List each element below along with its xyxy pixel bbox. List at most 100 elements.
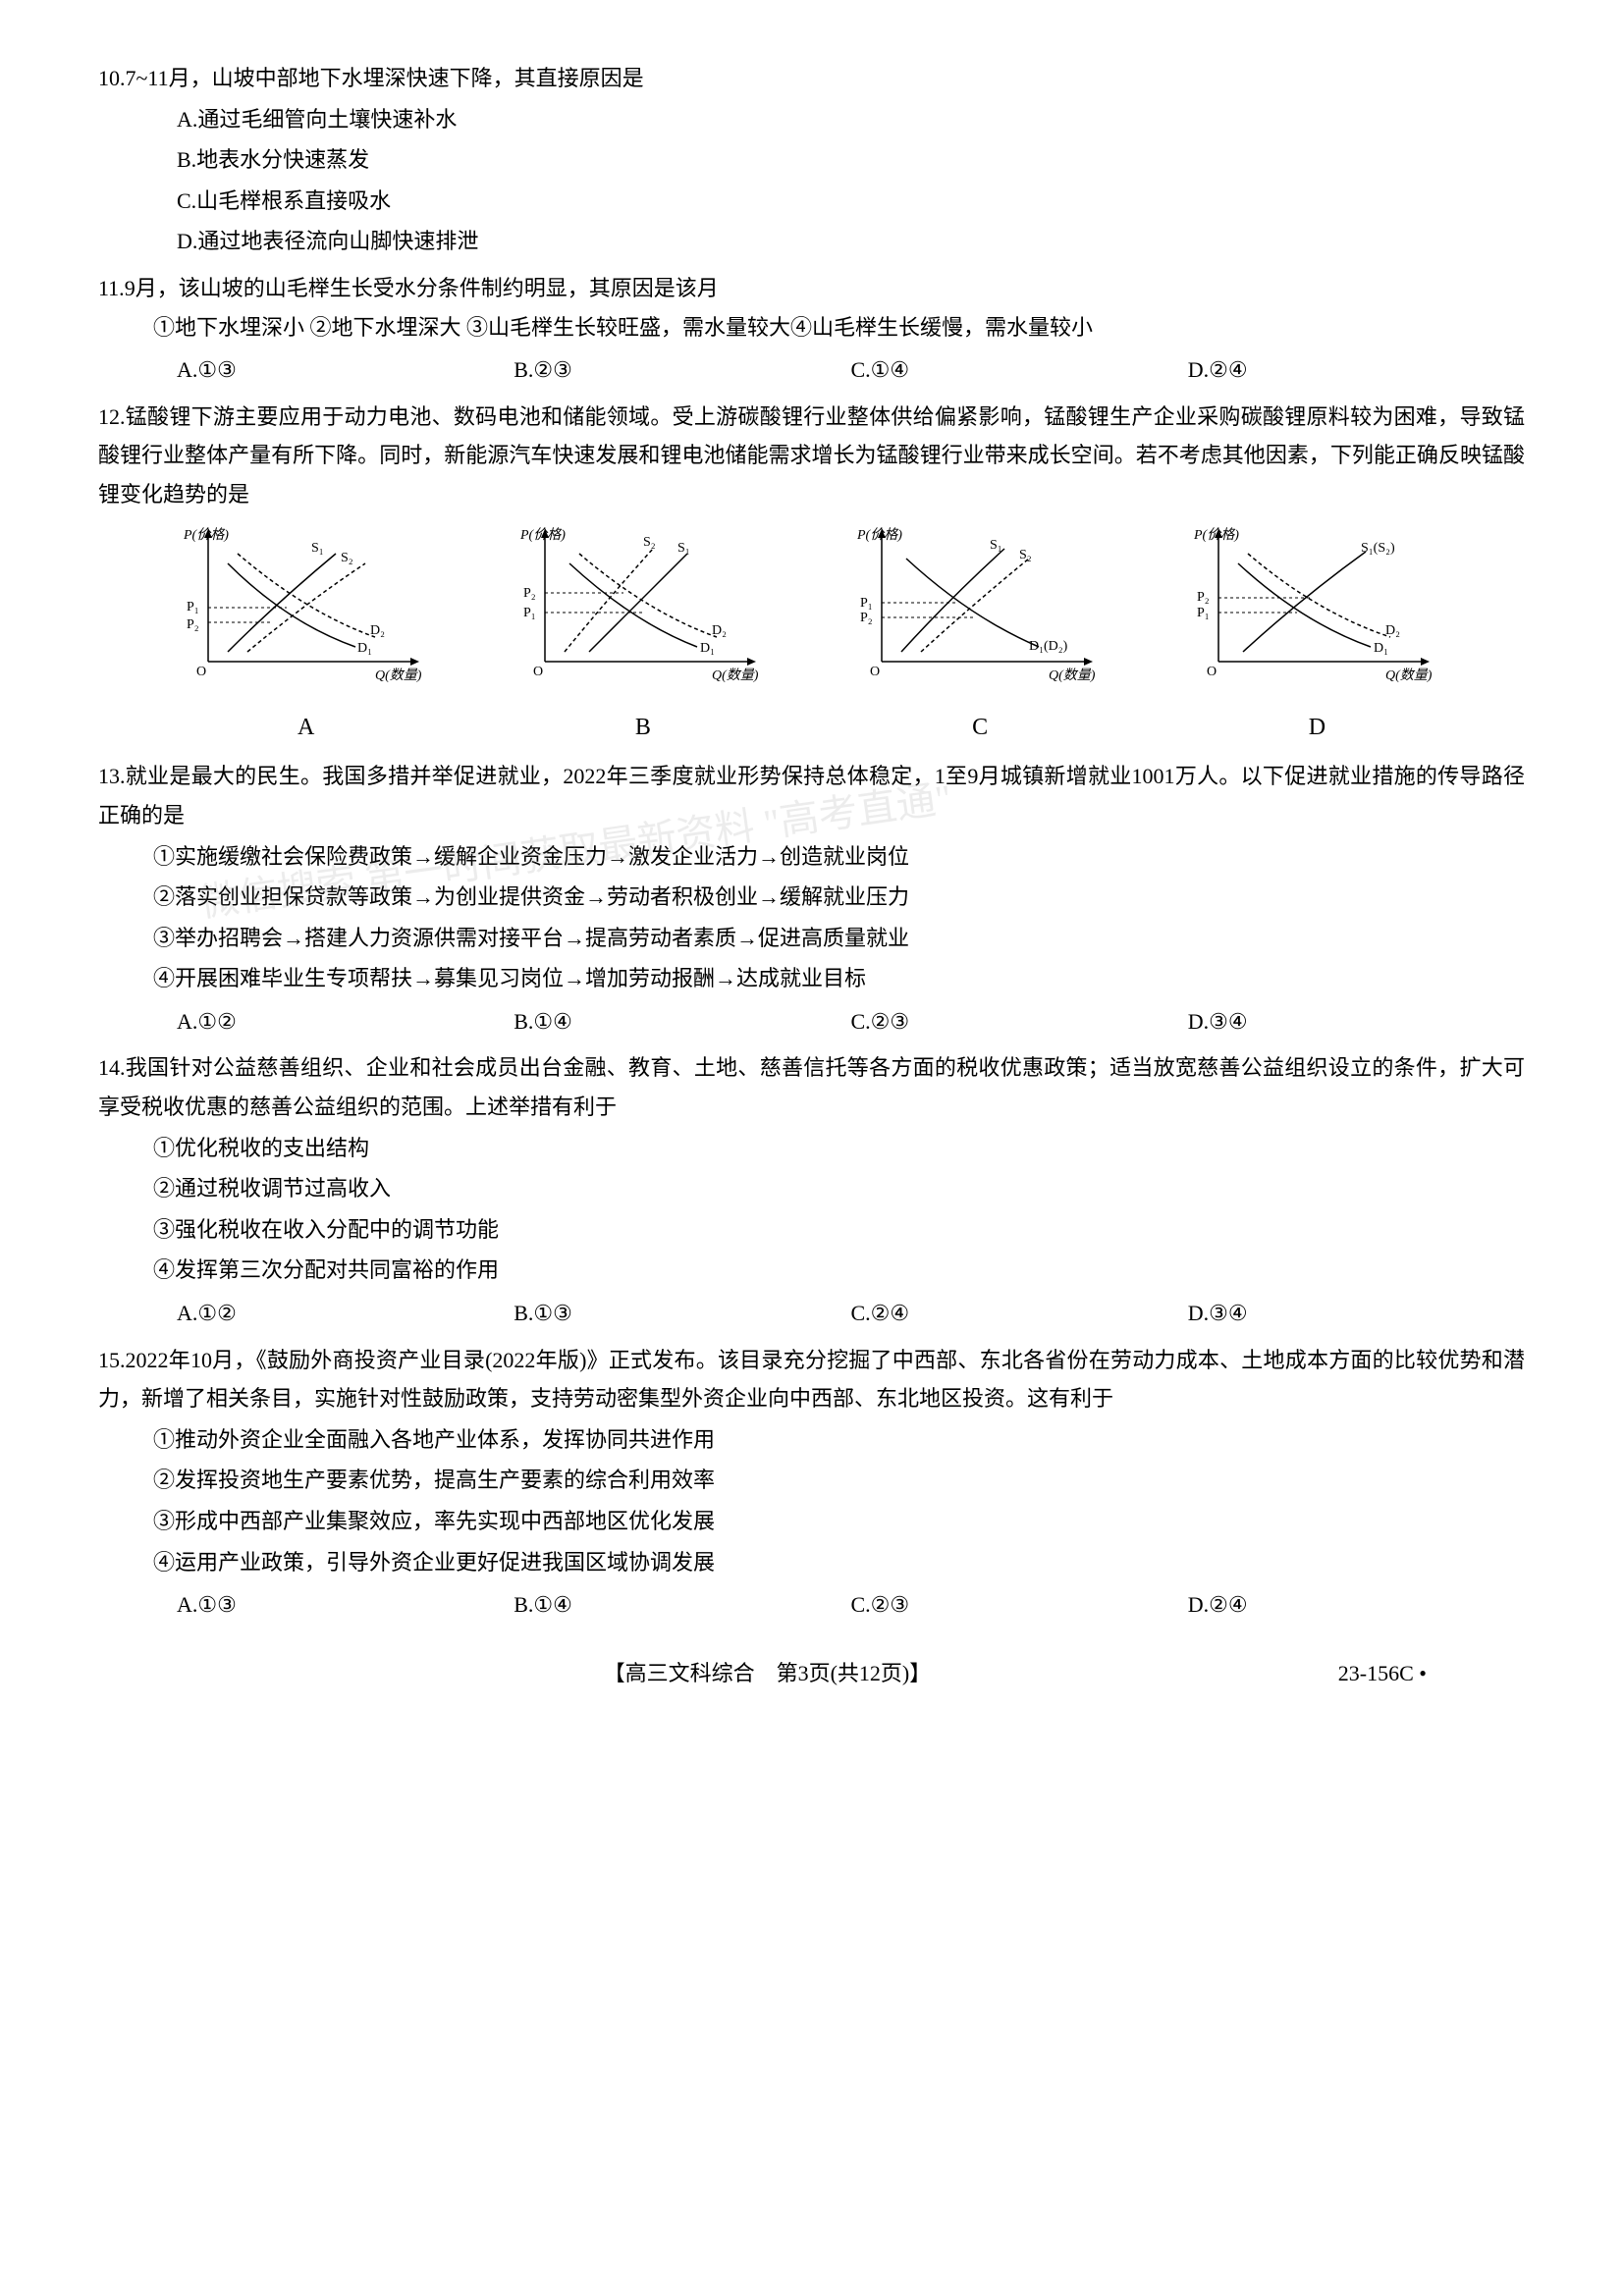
chart-c-ylabel: P(价格) (856, 527, 902, 543)
q13-sub-4: ④开展困难毕业生专项帮扶→募集见习岗位→增加劳动报酬→达成就业目标 (153, 959, 1525, 998)
q14-sub-2: ②通过税收调节过高收入 (153, 1169, 1525, 1208)
q15-stem: 15.2022年10月，《鼓励外商投资产业目录(2022年版)》正式发布。该目录… (98, 1341, 1525, 1418)
q10-option-b: B.地表水分快速蒸发 (177, 140, 1525, 180)
q12-charts: P(价格) Q(数量) O S₁ S₂ D₁ D₂ P₁ P₂ (98, 524, 1525, 750)
chart-a-p1: P₁ (187, 600, 199, 614)
chart-c: P(价格) Q(数量) O S₁ S₂ D₁(D₂) P₁ P₂ C (833, 524, 1127, 750)
q14-option-b: B.①③ (514, 1294, 850, 1333)
chart-d-label: D (1169, 707, 1464, 749)
q15-text: 2022年10月，《鼓励外商投资产业目录(2022年版)》正式发布。该目录充分挖… (98, 1348, 1525, 1412)
q11-number: 11. (98, 276, 125, 300)
q11-option-a: A.①③ (177, 350, 514, 390)
q14-text: 我国针对公益慈善组织、企业和社会成员出台金融、教育、土地、慈善信托等各方面的税收… (98, 1055, 1525, 1119)
footer-right: 23-156C • (1338, 1654, 1427, 1693)
chart-d-d1: D₁ (1374, 641, 1388, 656)
q14-sub-1: ①优化税收的支出结构 (153, 1129, 1525, 1168)
chart-a-xlabel: Q(数量) (375, 667, 422, 683)
chart-b-d2: D₂ (712, 623, 727, 638)
question-11: 11.9月，该山坡的山毛榉生长受水分条件制约明显，其原因是该月 ①地下水埋深小 … (98, 269, 1525, 390)
chart-b-p2: P₂ (523, 586, 536, 601)
chart-b-s2: S₂ (643, 535, 656, 550)
q14-number: 14. (98, 1055, 126, 1080)
q11-text: 9月，该山坡的山毛榉生长受水分条件制约明显，其原因是该月 (125, 276, 719, 300)
q10-option-a: A.通过毛细管向土壤快速补水 (177, 100, 1525, 139)
chart-b-ylabel: P(价格) (519, 527, 566, 543)
q10-stem: 10.7~11月，山坡中部地下水埋深快速下降，其直接原因是 (98, 59, 1525, 98)
chart-c-d1d2: D₁(D₂) (1029, 639, 1068, 654)
question-14: 14.我国针对公益慈善组织、企业和社会成员出台金融、教育、土地、慈善信托等各方面… (98, 1048, 1525, 1332)
q12-number: 12. (98, 404, 126, 429)
q14-option-d: D.③④ (1188, 1294, 1525, 1333)
q12-stem: 12.锰酸锂下游主要应用于动力电池、数码电池和储能领域。受上游碳酸锂行业整体供给… (98, 398, 1525, 514)
q11-option-d: D.②④ (1188, 350, 1525, 390)
q11-stem: 11.9月，该山坡的山毛榉生长受水分条件制约明显，其原因是该月 (98, 269, 1525, 308)
q14-stem: 14.我国针对公益慈善组织、企业和社会成员出台金融、教育、土地、慈善信托等各方面… (98, 1048, 1525, 1126)
chart-d-origin: O (1207, 665, 1217, 679)
q15-sub-3: ③形成中西部产业集聚效应，率先实现中西部地区优化发展 (153, 1502, 1525, 1541)
q11-option-b: B.②③ (514, 350, 850, 390)
chart-c-svg: P(价格) Q(数量) O S₁ S₂ D₁(D₂) P₁ P₂ (852, 524, 1108, 691)
q10-option-c: C.山毛榉根系直接吸水 (177, 182, 1525, 221)
chart-a-s1: S₁ (311, 541, 324, 556)
chart-d: P(价格) Q(数量) O S₁(S₂) D₁ D₂ P₂ P₁ D (1169, 524, 1464, 750)
question-10: 10.7~11月，山坡中部地下水埋深快速下降，其直接原因是 A.通过毛细管向土壤… (98, 59, 1525, 261)
chart-c-xlabel: Q(数量) (1049, 667, 1096, 683)
question-12: 12.锰酸锂下游主要应用于动力电池、数码电池和储能领域。受上游碳酸锂行业整体供给… (98, 398, 1525, 750)
chart-c-origin: O (870, 665, 880, 679)
q11-subline: ①地下水埋深小 ②地下水埋深大 ③山毛榉生长较旺盛，需水量较大④山毛榉生长缓慢，… (98, 308, 1525, 347)
chart-b-s1: S₁ (677, 541, 690, 556)
chart-d-svg: P(价格) Q(数量) O S₁(S₂) D₁ D₂ P₂ P₁ (1189, 524, 1444, 691)
q13-text: 就业是最大的民生。我国多措并举促进就业，2022年三季度就业形势保持总体稳定，1… (98, 764, 1525, 828)
q14-option-a: A.①② (177, 1294, 514, 1333)
q15-sub-2: ②发挥投资地生产要素优势，提高生产要素的综合利用效率 (153, 1461, 1525, 1500)
q13-sub-3: ③举办招聘会→搭建人力资源供需对接平台→提高劳动者素质→促进高质量就业 (153, 919, 1525, 958)
chart-b-svg: P(价格) Q(数量) O S₂ S₁ D₁ D₂ P₂ P₁ (515, 524, 771, 691)
q13-option-c: C.②③ (851, 1002, 1188, 1041)
chart-d-xlabel: Q(数量) (1385, 667, 1433, 683)
q13-option-b: B.①④ (514, 1002, 850, 1041)
q13-options: A.①② B.①④ C.②③ D.③④ (98, 1002, 1525, 1041)
chart-b-d1: D₁ (700, 641, 715, 656)
chart-a-ylabel: P(价格) (183, 527, 229, 543)
chart-a-svg: P(价格) Q(数量) O S₁ S₂ D₁ D₂ P₁ P₂ (179, 524, 434, 691)
chart-b-xlabel: Q(数量) (712, 667, 759, 683)
q14-sub-3: ③强化税收在收入分配中的调节功能 (153, 1210, 1525, 1250)
chart-c-p2: P₂ (860, 611, 873, 625)
chart-a: P(价格) Q(数量) O S₁ S₂ D₁ D₂ P₁ P₂ (159, 524, 454, 750)
chart-d-ylabel: P(价格) (1193, 527, 1239, 543)
q14-option-c: C.②④ (851, 1294, 1188, 1333)
chart-d-p1: P₁ (1197, 606, 1210, 620)
chart-b-p1: P₁ (523, 606, 536, 620)
q15-sub-1: ①推动外资企业全面融入各地产业体系，发挥协同共进作用 (153, 1420, 1525, 1460)
chart-a-d1: D₁ (357, 641, 372, 656)
chart-a-label: A (159, 707, 454, 749)
chart-c-label: C (833, 707, 1127, 749)
q15-options: A.①③ B.①④ C.②③ D.②④ (98, 1585, 1525, 1625)
q13-number: 13. (98, 764, 126, 788)
q11-options: A.①③ B.②③ C.①④ D.②④ (98, 350, 1525, 390)
chart-a-s2: S₂ (341, 551, 353, 565)
chart-c-s2: S₂ (1019, 548, 1032, 562)
q14-options: A.①② B.①③ C.②④ D.③④ (98, 1294, 1525, 1333)
q15-number: 15. (98, 1348, 126, 1372)
q10-number: 10. (98, 66, 126, 90)
q15-option-d: D.②④ (1188, 1585, 1525, 1625)
chart-d-s1s2: S₁(S₂) (1361, 541, 1395, 556)
question-15: 15.2022年10月，《鼓励外商投资产业目录(2022年版)》正式发布。该目录… (98, 1341, 1525, 1625)
chart-a-d2: D₂ (370, 623, 385, 638)
q12-text: 锰酸锂下游主要应用于动力电池、数码电池和储能领域。受上游碳酸锂行业整体供给偏紧影… (98, 404, 1525, 507)
q13-stem: 13.就业是最大的民生。我国多措并举促进就业，2022年三季度就业形势保持总体稳… (98, 757, 1525, 834)
chart-c-p1: P₁ (860, 596, 873, 611)
q10-option-d: D.通过地表径流向山脚快速排泄 (177, 222, 1525, 261)
q13-option-a: A.①② (177, 1002, 514, 1041)
chart-c-s1: S₁ (990, 538, 1002, 553)
chart-a-origin: O (196, 665, 206, 679)
page-footer: 【高三文科综合 第3页(共12页)】 23-156C • (98, 1654, 1525, 1693)
q15-option-a: A.①③ (177, 1585, 514, 1625)
chart-b: P(价格) Q(数量) O S₂ S₁ D₁ D₂ P₂ P₁ B (496, 524, 790, 750)
q14-sub-4: ④发挥第三次分配对共同富裕的作用 (153, 1251, 1525, 1290)
q13-sub-2: ②落实创业担保贷款等政策→为创业提供资金→劳动者积极创业→缓解就业压力 (153, 878, 1525, 917)
q15-option-c: C.②③ (851, 1585, 1188, 1625)
chart-d-d2: D₂ (1385, 623, 1400, 638)
chart-b-label: B (496, 707, 790, 749)
